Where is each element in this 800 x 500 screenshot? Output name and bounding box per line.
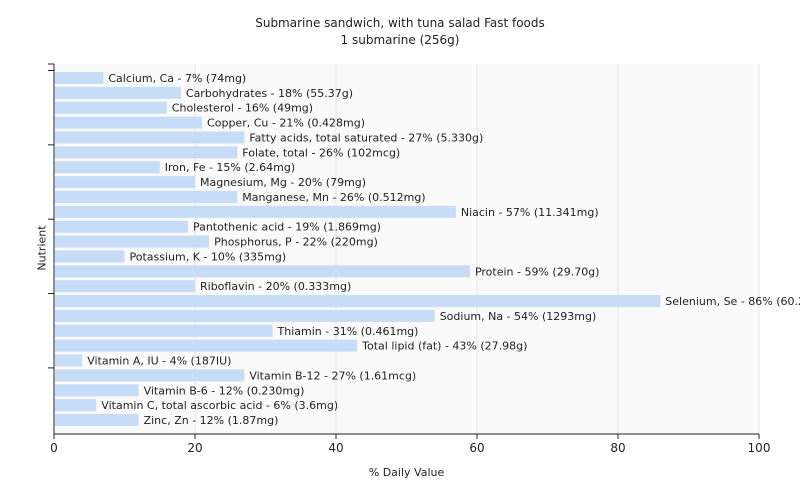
bar-label: Vitamin C, total ascorbic acid - 6% (3.6… (101, 399, 338, 412)
bar-label: Copper, Cu - 21% (0.428mg) (207, 117, 365, 130)
bar (55, 369, 245, 382)
bar (55, 176, 195, 189)
bar (55, 250, 125, 263)
bar (55, 354, 83, 367)
bar (55, 190, 238, 203)
bar-label: Potassium, K - 10% (335mg) (130, 250, 287, 263)
bar-label: Pantothenic acid - 19% (1.869mg) (193, 221, 381, 234)
bar-label: Magnesium, Mg - 20% (79mg) (200, 176, 366, 189)
bar-label: Carbohydrates - 18% (55.37g) (186, 87, 353, 100)
bar (55, 399, 97, 412)
bar (55, 384, 139, 397)
bar-label: Manganese, Mn - 26% (0.512mg) (242, 191, 425, 204)
x-axis-label: % Daily Value (368, 466, 445, 479)
bar-label: Vitamin A, IU - 4% (187IU) (87, 355, 231, 368)
bar (55, 72, 104, 84)
bar-label: Riboflavin - 20% (0.333mg) (200, 280, 351, 293)
bar (55, 295, 661, 308)
bar (55, 414, 139, 427)
bar (55, 280, 195, 293)
bar (55, 116, 203, 129)
bar-label: Iron, Fe - 15% (2.64mg) (165, 161, 295, 174)
bar (55, 235, 210, 248)
bar (55, 205, 456, 218)
bar-label: Zinc, Zn - 12% (1.87mg) (144, 414, 279, 427)
bar-label: Vitamin B-12 - 27% (1.61mcg) (249, 369, 416, 382)
bar (55, 161, 160, 174)
x-tick-label: 100 (748, 441, 771, 455)
x-tick-label: 20 (187, 441, 202, 455)
bar-label: Thiamin - 31% (0.461mg) (277, 325, 419, 338)
x-tick-label: 60 (469, 441, 484, 455)
bar (55, 339, 358, 352)
bar-label: Niacin - 57% (11.341mg) (461, 206, 599, 219)
chart-title: Submarine sandwich, with tuna salad Fast… (255, 16, 545, 30)
bar (55, 131, 245, 144)
x-tick-label: 0 (50, 441, 58, 455)
bar (55, 101, 167, 114)
bar (55, 265, 470, 278)
x-tick-label: 80 (610, 441, 625, 455)
bar-label: Cholesterol - 16% (49mg) (172, 102, 313, 115)
chart-subtitle: 1 submarine (256g) (340, 33, 460, 47)
bar-label: Selenium, Se - 86% (60.2mcg) (665, 295, 800, 308)
bar-label: Total lipid (fat) - 43% (27.98g) (361, 340, 527, 353)
bar (55, 220, 188, 233)
bar-label: Phosphorus, P - 22% (220mg) (214, 236, 378, 249)
bar (55, 309, 435, 322)
bar-label: Calcium, Ca - 7% (74mg) (108, 72, 246, 85)
bar (55, 86, 181, 99)
bar-label: Folate, total - 26% (102mcg) (242, 146, 400, 159)
bar-label: Vitamin B-6 - 12% (0.230mg) (144, 384, 305, 397)
bar (55, 146, 238, 159)
bar-label: Fatty acids, total saturated - 27% (5.33… (249, 131, 483, 144)
x-tick-label: 40 (328, 441, 343, 455)
bar-label: Sodium, Na - 54% (1293mg) (440, 310, 597, 323)
bar (55, 324, 273, 337)
bar-label: Protein - 59% (29.70g) (475, 265, 600, 278)
